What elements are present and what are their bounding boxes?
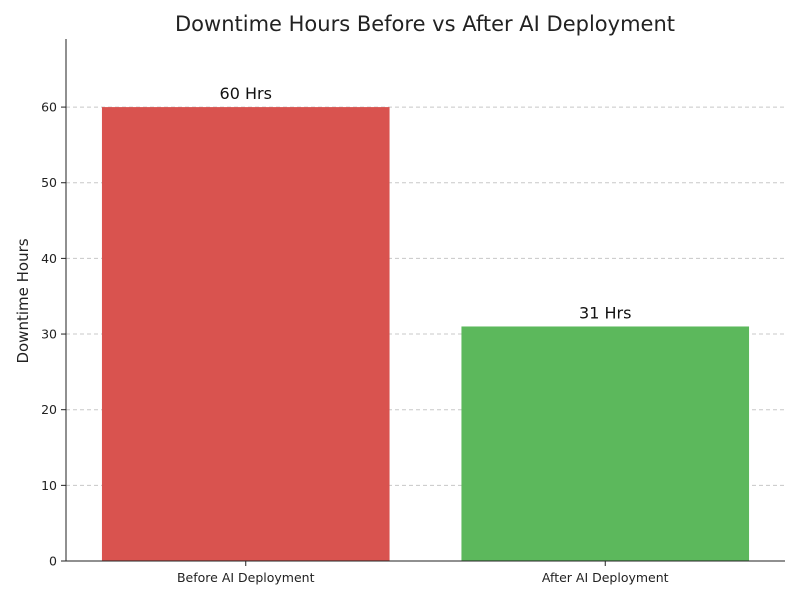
labels: 60 Hrs Before AI Deployment 31 Hrs After AI… (41, 84, 669, 585)
x-tick-label-0: Before AI Deployment (177, 570, 315, 585)
x-tick-label-1: After AI Deployment (542, 570, 669, 585)
y-axis-label: Downtime Hours (14, 238, 32, 363)
bar-1 (461, 326, 750, 561)
bars (101, 107, 750, 561)
y-tick-label-30: 30 (41, 327, 57, 342)
bar-value-label-1: 31 Hrs (579, 303, 631, 322)
y-tick-label-60: 60 (41, 100, 57, 115)
bar-value-label-0: 60 Hrs (220, 84, 272, 103)
y-tick-label-20: 20 (41, 402, 57, 417)
axes (61, 39, 785, 566)
y-tick-label-50: 50 (41, 175, 57, 190)
bar-0 (101, 107, 390, 561)
y-tick-label-40: 40 (41, 251, 57, 266)
y-tick-label-0: 0 (49, 554, 57, 569)
chart-title: Downtime Hours Before vs After AI Deploy… (175, 12, 675, 36)
y-tick-label-10: 10 (41, 478, 57, 493)
